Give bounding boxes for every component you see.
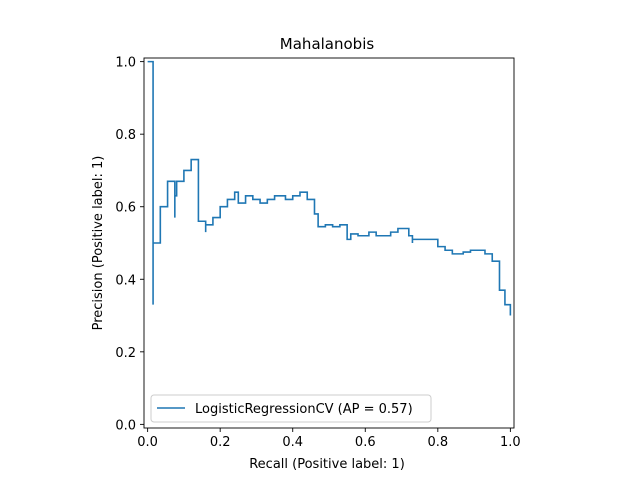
plot-area	[143, 57, 515, 429]
legend: LogisticRegressionCV (AP = 0.57)	[150, 394, 432, 423]
x-axis-label: Recall (Positive label: 1)	[249, 457, 405, 472]
x-tick-label: 0.4	[282, 435, 303, 450]
x-tick-label: 0.8	[427, 435, 448, 450]
x-tick-label: 0.6	[355, 435, 376, 450]
y-tick-label: 0.2	[115, 346, 136, 361]
plot-background	[144, 58, 514, 428]
chart-title: Mahalanobis	[280, 35, 375, 53]
legend-label: LogisticRegressionCV (AP = 0.57)	[195, 402, 413, 417]
y-tick-label: 0.8	[115, 128, 136, 143]
y-tick-label: 0.0	[115, 418, 136, 433]
y-tick-label: 1.0	[115, 56, 136, 71]
legend-box	[150, 394, 432, 423]
y-axis: 0.0 0.2 0.4 0.6 0.8 1.0	[115, 56, 144, 433]
x-tick-label: 0.0	[137, 435, 158, 450]
series-line	[147, 60, 512, 316]
y-tick-label: 0.6	[115, 201, 136, 216]
plot-frame	[143, 57, 515, 429]
y-axis-label: Precision (Positive label: 1)	[91, 156, 106, 331]
x-tick-label: 1.0	[500, 435, 521, 450]
y-tick-label: 0.4	[115, 273, 136, 288]
x-axis: 0.0 0.2 0.4 0.6 0.8 1.0	[137, 428, 521, 450]
x-tick-label: 0.2	[210, 435, 231, 450]
